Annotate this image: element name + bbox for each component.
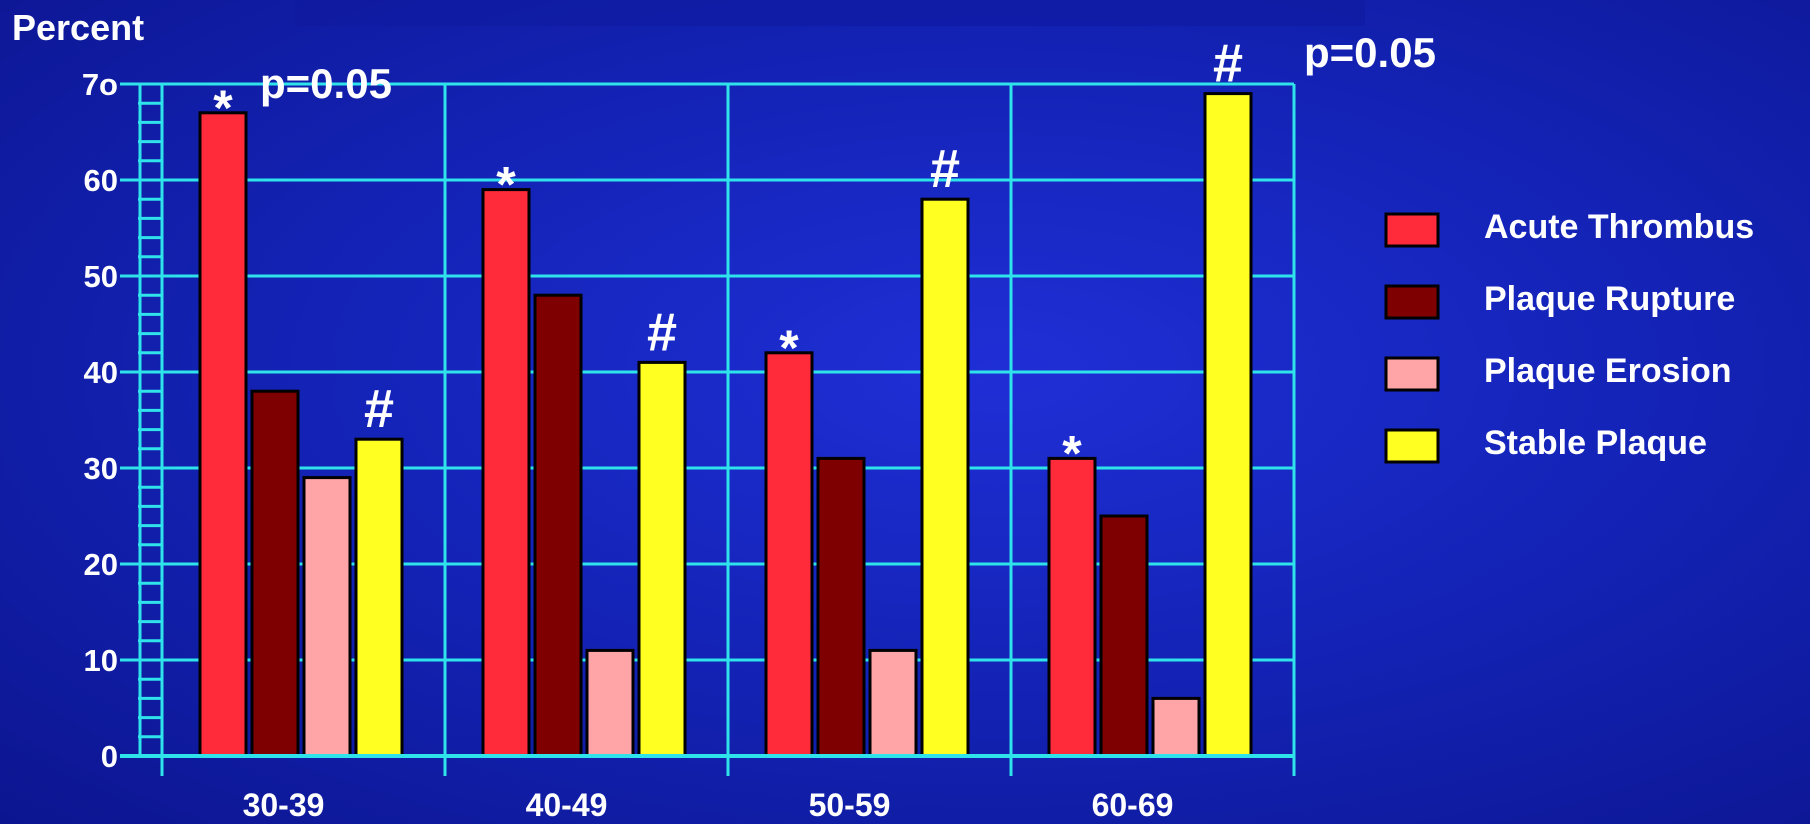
p-value-label: p=0.05 <box>1304 29 1436 76</box>
bar-stable-plaque-40-49 <box>637 360 687 758</box>
bar-plaque-rupture-50-59 <box>816 456 866 758</box>
legend: Acute Thrombus Plaque Rupture Plaque Erosi… <box>1384 208 1754 464</box>
y-tick-label: 50 <box>84 259 118 294</box>
legend-label: Acute Thrombus <box>1484 208 1754 246</box>
star-marker: * <box>779 320 799 376</box>
x-tick-label: 60-69 <box>1092 787 1174 823</box>
bar-plaque-erosion-30-39 <box>302 476 352 758</box>
legend-swatch-plaque-rupture <box>1384 284 1440 320</box>
bar-plaque-erosion-40-49 <box>585 648 635 758</box>
axis-layer: 0 10 20 30 40 50 60 7o Percent 30-39 40-49 50-59 60-… <box>12 7 1294 823</box>
p-value-label: p=0.05 <box>260 60 392 107</box>
star-marker: * <box>213 80 233 136</box>
x-tick-label: 30-39 <box>243 787 325 823</box>
bar-acute-thrombus-30-39 <box>198 111 248 758</box>
bars-layer <box>198 92 1253 758</box>
legend-swatch-stable-plaque <box>1384 428 1440 464</box>
y-tick-label: 30 <box>84 451 118 486</box>
legend-swatch-plaque-erosion <box>1384 356 1440 392</box>
bar-stable-plaque-60-69 <box>1203 92 1253 758</box>
legend-label: Stable Plaque <box>1484 424 1707 462</box>
x-tick-label: 50-59 <box>809 787 891 823</box>
bar-plaque-rupture-60-69 <box>1099 514 1149 758</box>
bar-acute-thrombus-50-59 <box>764 351 814 758</box>
star-marker: * <box>496 157 516 213</box>
bar-acute-thrombus-60-69 <box>1047 456 1097 758</box>
y-tick-label: 10 <box>84 643 118 678</box>
hash-marker: # <box>930 139 960 199</box>
y-tick-label: 7o <box>82 67 118 102</box>
bar-acute-thrombus-40-49 <box>481 188 531 758</box>
y-axis-title: Percent <box>12 7 144 48</box>
bar-plaque-rupture-40-49 <box>533 293 583 758</box>
bar-plaque-rupture-30-39 <box>250 389 300 758</box>
legend-swatch-acute-thrombus <box>1384 212 1440 248</box>
title-band <box>295 0 1365 26</box>
legend-label: Plaque Rupture <box>1484 280 1735 318</box>
y-tick-label: 20 <box>84 547 118 582</box>
hash-marker: # <box>1213 34 1243 94</box>
y-tick-label: 60 <box>84 163 118 198</box>
y-tick-label: 40 <box>84 355 118 390</box>
annotation-layer: * # * # * # * # p=0.05 p=0.05 <box>213 29 1436 481</box>
bar-plaque-erosion-60-69 <box>1151 696 1201 758</box>
bar-stable-plaque-50-59 <box>920 197 970 758</box>
star-marker: * <box>1062 425 1082 481</box>
bar-stable-plaque-30-39 <box>354 437 404 758</box>
hash-marker: # <box>647 302 677 362</box>
bar-plaque-erosion-50-59 <box>868 648 918 758</box>
x-tick-label: 40-49 <box>526 787 608 823</box>
hash-marker: # <box>364 379 394 439</box>
legend-label: Plaque Erosion <box>1484 352 1732 390</box>
y-tick-label: 0 <box>101 739 118 774</box>
